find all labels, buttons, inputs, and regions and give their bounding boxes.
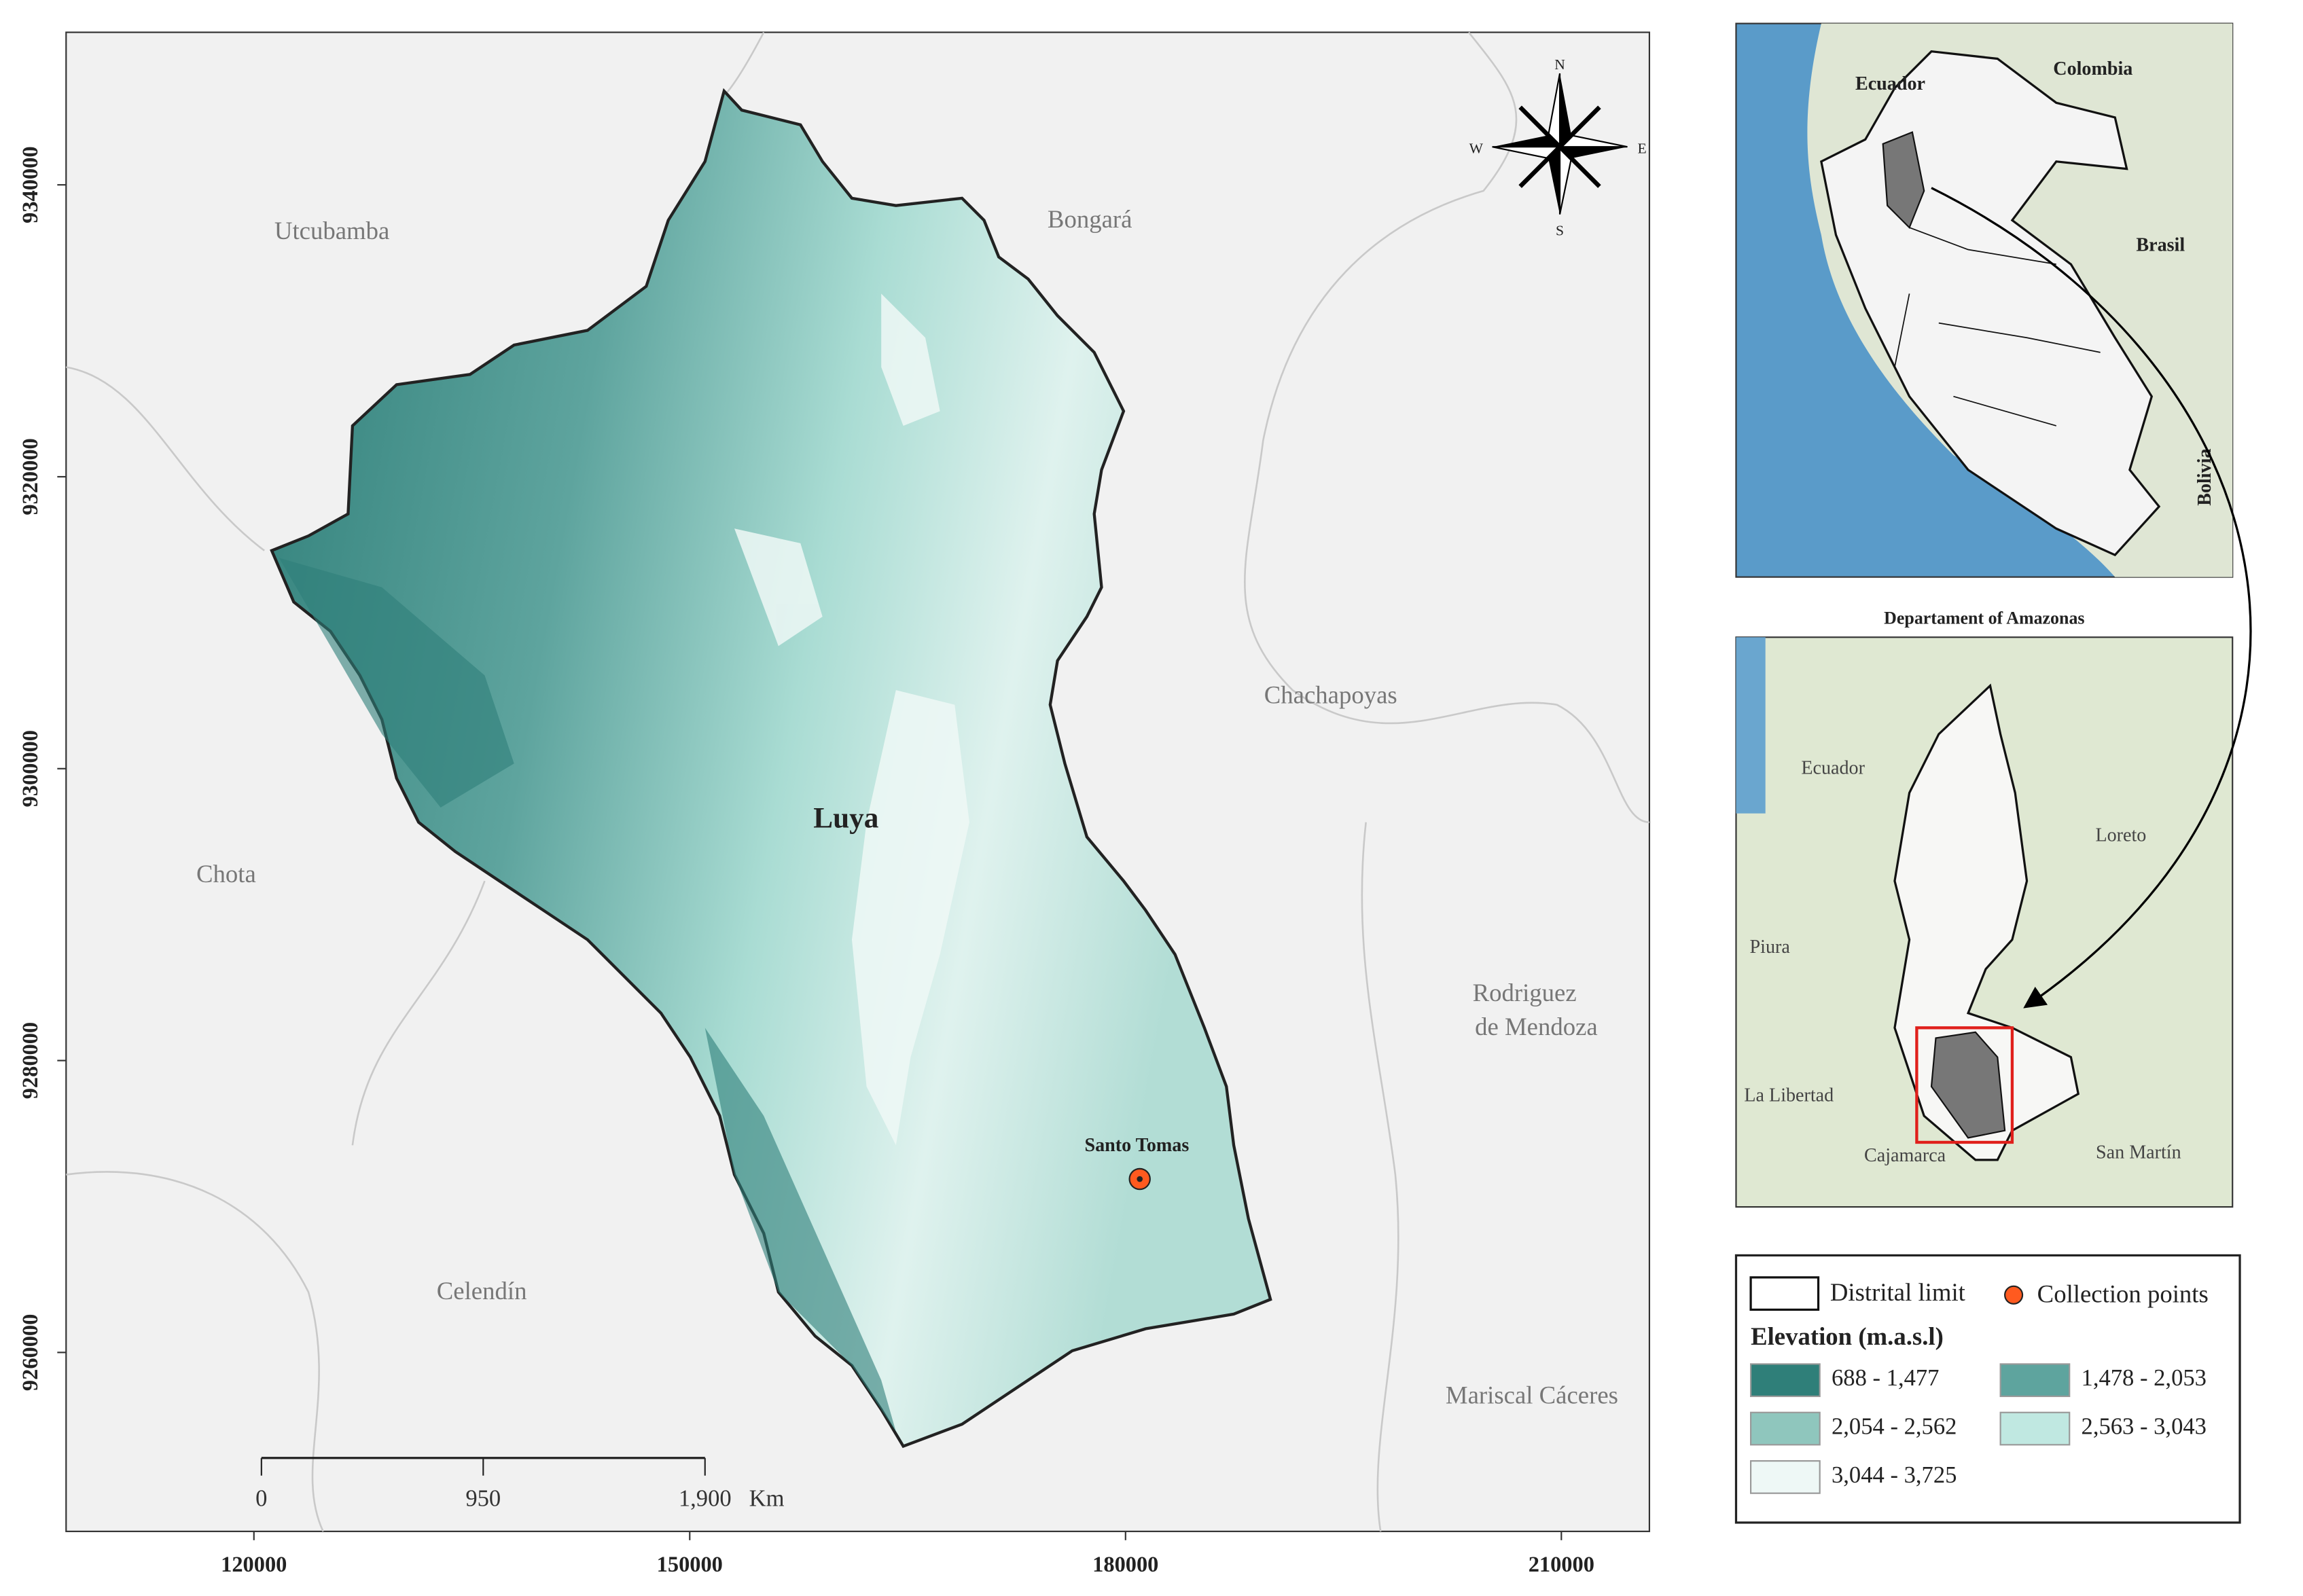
region-label: Ecuador <box>1801 757 1865 778</box>
legend-swatch <box>1999 1411 2071 1446</box>
country-labels: Ecuador Colombia Brasil Bolivia <box>1855 58 2215 506</box>
compass-letter: N <box>1554 56 1565 73</box>
legend-classes: 688 - 1,477 1,478 - 2,053 2,054 - 2,562 2,5… <box>1750 1363 2207 1494</box>
scale-unit: Km <box>749 1485 785 1511</box>
place-label: de Mendoza <box>1475 1013 1598 1040</box>
y-tick-label: 9260000 <box>18 1314 43 1391</box>
region-label: Piura <box>1750 937 1791 958</box>
place-label: Chachapoyas <box>1264 681 1397 708</box>
compass-letter: E <box>1638 140 1647 156</box>
scale-bar: 0 950 1,900 Km <box>255 1457 785 1511</box>
x-tick-label: 150000 <box>657 1553 723 1577</box>
region-label: La Libertad <box>1744 1085 1834 1106</box>
place-label: Rodriguez <box>1473 979 1577 1006</box>
legend-label: 688 - 1,477 <box>1832 1365 1939 1391</box>
lowland-patches <box>279 558 896 1432</box>
legend-boundary: Distrital limit <box>1830 1278 1965 1306</box>
scale-label: 1,900 <box>679 1485 732 1511</box>
zoom-box <box>1915 1026 2014 1144</box>
locator-arrow <box>1931 187 2252 1009</box>
legend-label: 2,563 - 3,043 <box>2082 1413 2207 1439</box>
legend-swatch <box>1999 1363 2071 1398</box>
country-label: Ecuador <box>1855 73 1925 94</box>
region-label: Loreto <box>2095 825 2146 846</box>
axes: 120000 150000 180000 210000 9260000 9280000 93… <box>18 146 1594 1577</box>
luya-highlight <box>1930 1031 2006 1139</box>
legend-swatch <box>1750 1363 1821 1398</box>
legend-label: 2,054 - 2,562 <box>1832 1413 1957 1439</box>
ocean <box>1736 637 1766 814</box>
legend-label: 1,478 - 2,053 <box>2082 1365 2207 1391</box>
scale-label: 950 <box>465 1485 501 1511</box>
y-tick-label: 9320000 <box>18 438 43 515</box>
neighbour-boundaries <box>66 31 1649 1532</box>
amazonas-highlight <box>1882 131 1925 230</box>
country-label: Bolivia <box>2194 448 2215 505</box>
place-label: Chota <box>196 860 256 888</box>
legend-label: 3,044 - 3,725 <box>1832 1462 1957 1488</box>
compass-letters: N S E W <box>1469 56 1647 238</box>
place-label: Celendín <box>437 1277 527 1305</box>
country-label: Colombia <box>2053 58 2132 79</box>
x-tick-label: 120000 <box>221 1553 287 1577</box>
highland-patches <box>734 293 969 1146</box>
region-label: San Martín <box>2096 1142 2181 1163</box>
point-swatch <box>2004 1285 2024 1305</box>
scale-label: 0 <box>255 1485 267 1511</box>
legend-swatch <box>1750 1411 1821 1446</box>
boundary-swatch <box>1749 1276 1820 1311</box>
x-tick-label: 210000 <box>1529 1553 1594 1577</box>
north-arrow <box>1492 73 1628 215</box>
y-tick-label: 9280000 <box>18 1022 43 1099</box>
country-label: Brasil <box>2136 235 2185 256</box>
luya-district <box>270 88 1272 1449</box>
department-labels: Ecuador Loreto Piura La Libertad Cajamarca Sa… <box>1744 757 2181 1166</box>
compass-letter: W <box>1469 140 1484 156</box>
y-tick-label: 9300000 <box>18 730 43 807</box>
inset-title: Departament of Amazonas <box>1884 608 2084 628</box>
collection-point-center <box>1137 1176 1143 1182</box>
place-label: Bongará <box>1048 205 1132 233</box>
country-inset <box>1735 22 2234 578</box>
place-label: Utcubamba <box>274 217 389 244</box>
district-label: Luya <box>813 801 878 834</box>
x-tick-label: 180000 <box>1092 1553 1158 1577</box>
region-label: Cajamarca <box>1864 1145 1946 1166</box>
place-label: Mariscal Cáceres <box>1446 1381 1618 1409</box>
legend-swatch <box>1750 1460 1821 1494</box>
compass-letter: S <box>1556 223 1564 239</box>
department-inset <box>1735 636 2234 1208</box>
place-labels: Utcubamba Bongará Chachapoyas Chota Rodrigue… <box>196 205 1618 1409</box>
legend-points: Collection points <box>2037 1280 2209 1307</box>
point-label: Santo Tomas <box>1084 1135 1189 1156</box>
legend-title: Elevation (m.a.s.l) <box>1751 1322 1944 1350</box>
y-tick-label: 9340000 <box>18 146 43 223</box>
